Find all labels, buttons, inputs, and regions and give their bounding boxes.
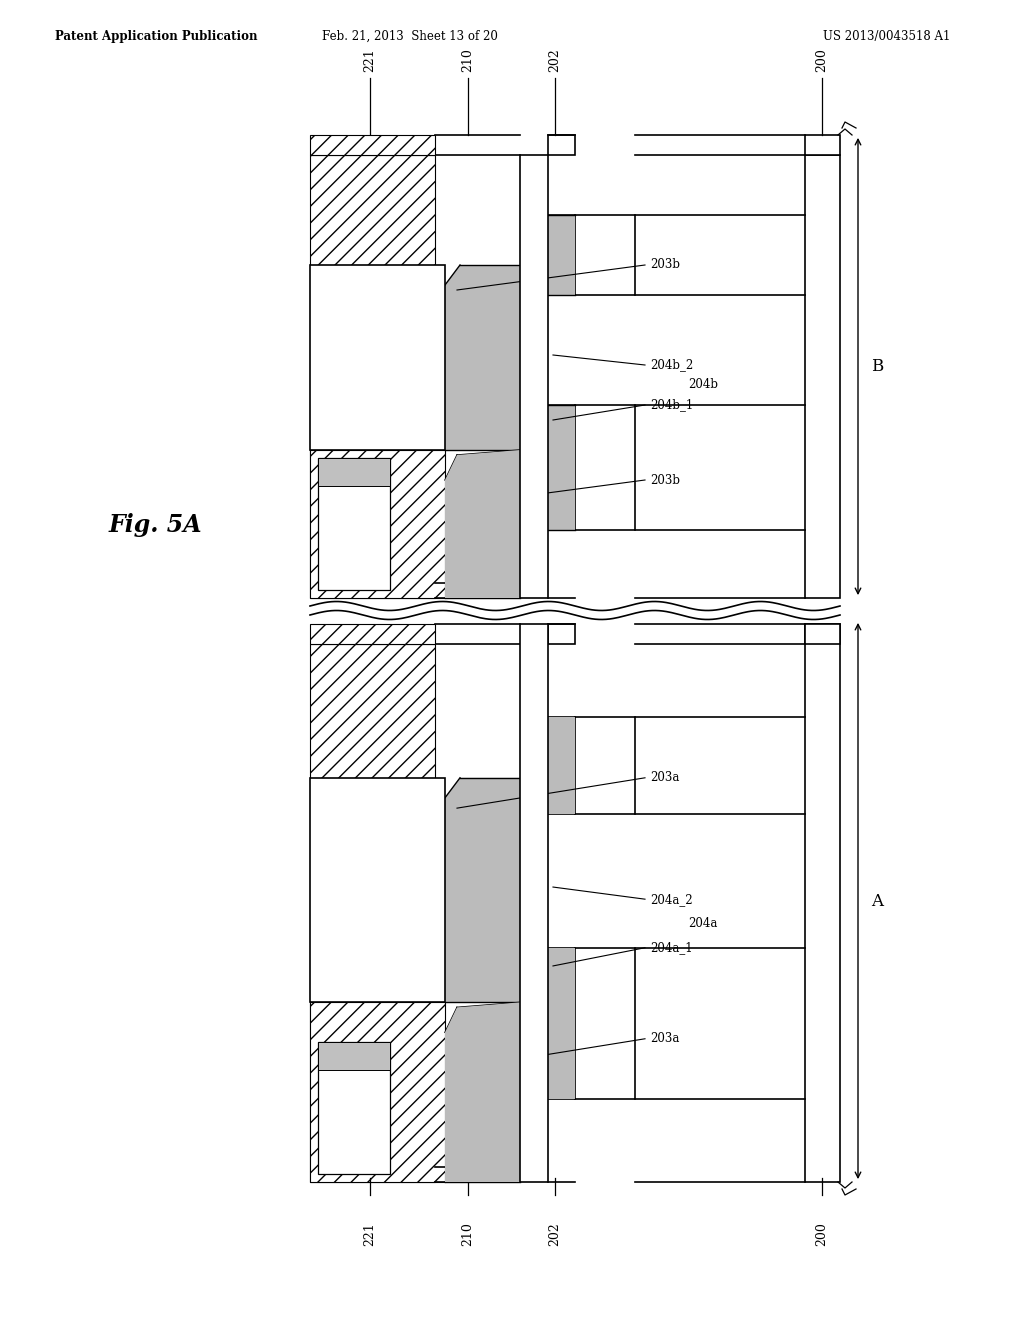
Bar — [805, 154, 840, 598]
Bar — [548, 135, 575, 154]
Polygon shape — [445, 777, 520, 1002]
Bar — [548, 405, 575, 531]
Bar — [310, 1002, 445, 1181]
Bar — [575, 405, 635, 531]
Bar — [310, 777, 445, 1002]
Text: 221: 221 — [364, 1222, 377, 1246]
Bar — [575, 948, 635, 1100]
Text: 203a: 203a — [650, 771, 679, 784]
Bar — [318, 458, 390, 590]
Bar — [310, 135, 435, 154]
Text: 210: 210 — [462, 1222, 474, 1246]
Text: 208a: 208a — [355, 917, 384, 931]
Text: Feb. 21, 2013  Sheet 13 of 20: Feb. 21, 2013 Sheet 13 of 20 — [323, 30, 498, 44]
Text: Patent Application Publication: Patent Application Publication — [55, 30, 257, 44]
Text: 212b: 212b — [319, 334, 350, 346]
Text: 203a: 203a — [650, 1032, 679, 1045]
Text: 208b: 208b — [355, 379, 385, 392]
Text: 210: 210 — [462, 48, 474, 73]
Bar — [805, 135, 840, 154]
Text: Fig. 5A: Fig. 5A — [109, 513, 202, 537]
Text: 203b: 203b — [650, 259, 680, 272]
Polygon shape — [445, 265, 520, 450]
Bar — [310, 265, 445, 450]
Text: 204b: 204b — [688, 379, 718, 392]
Polygon shape — [445, 450, 520, 598]
Bar — [805, 624, 840, 644]
Text: B: B — [871, 358, 884, 375]
Bar — [318, 1041, 390, 1173]
Bar — [548, 948, 575, 1100]
Bar — [310, 450, 445, 598]
Bar — [520, 624, 548, 1181]
Bar — [575, 215, 635, 294]
Text: 200: 200 — [815, 1222, 828, 1246]
Bar — [310, 644, 435, 1181]
Bar — [548, 215, 575, 294]
Text: 204a: 204a — [688, 917, 718, 931]
Text: 221: 221 — [364, 49, 377, 73]
Text: 203b: 203b — [650, 474, 680, 487]
Bar — [548, 717, 575, 814]
Bar — [548, 624, 575, 644]
Text: 212a: 212a — [319, 862, 349, 875]
Bar — [805, 624, 840, 1181]
Bar — [318, 1041, 390, 1071]
Text: 204b_1: 204b_1 — [650, 399, 693, 412]
Bar — [310, 624, 435, 644]
Polygon shape — [445, 1002, 520, 1181]
Text: 204a_1: 204a_1 — [650, 941, 692, 954]
Text: A: A — [871, 892, 883, 909]
Bar — [310, 154, 435, 598]
Text: 202: 202 — [549, 1222, 561, 1246]
Text: US 2013/0043518 A1: US 2013/0043518 A1 — [822, 30, 950, 44]
Bar — [318, 458, 390, 486]
Text: 200: 200 — [815, 48, 828, 73]
Text: 202: 202 — [549, 49, 561, 73]
Text: 204a_2: 204a_2 — [650, 892, 692, 906]
Bar — [520, 154, 548, 598]
Bar — [575, 717, 635, 814]
Text: 204b_2: 204b_2 — [650, 359, 693, 371]
